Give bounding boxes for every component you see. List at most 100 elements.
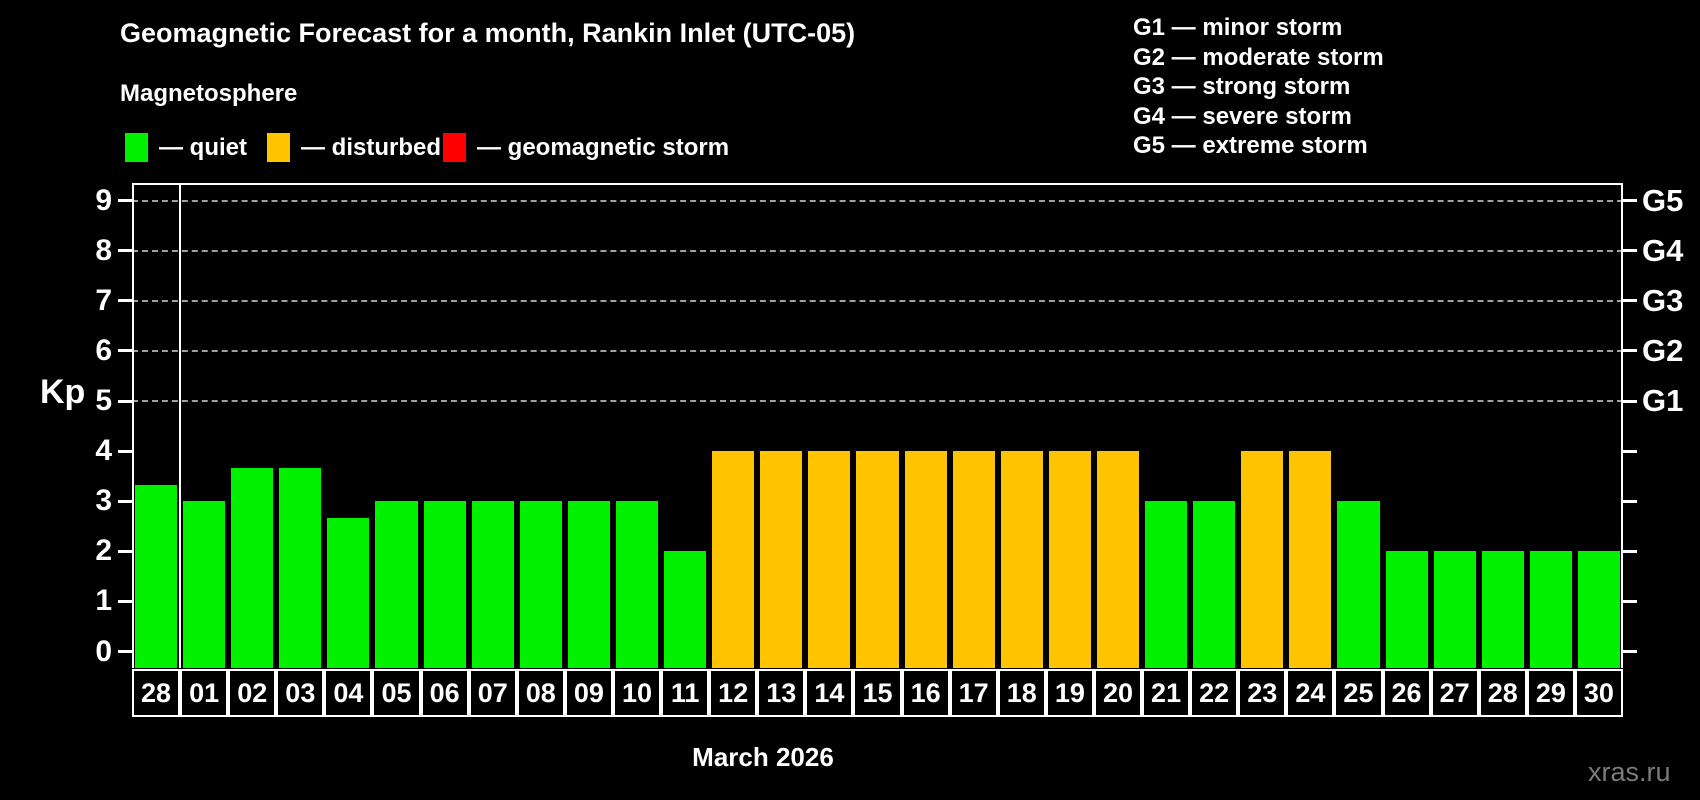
day-label-cell: 13 [757,669,806,717]
watermark: xras.ru [1588,757,1671,787]
day-label-cell: 29 [1526,669,1575,717]
y-tick-right [1623,599,1637,603]
y-tick-right [1623,249,1637,253]
y-tick-left [118,399,132,403]
bar-day-09 [567,501,610,668]
bar-day-02 [231,467,274,668]
g-legend-item: G1 — minor storm [1133,14,1343,41]
bar-day-17 [952,451,995,668]
day-label-cell: 12 [709,669,758,717]
bar-day-24 [1289,451,1332,668]
y-tick-left [118,299,132,303]
y-tick-left [118,349,132,353]
day-label-cell: 10 [612,669,662,717]
day-label-cell: 25 [1334,669,1383,717]
y-tick-label: 3 [95,484,112,518]
day-label-cell: 06 [420,669,469,717]
plot-border-right [1621,183,1623,668]
bar-day-11 [664,551,707,668]
legend-label: — disturbed [301,133,442,161]
y-tick-label: 0 [95,634,112,668]
bar-day-27 [1433,551,1476,668]
y-tick-left [118,499,132,503]
y-tick-right [1623,449,1637,453]
day-label-cell: 26 [1382,669,1431,717]
bar-day-16 [904,451,947,668]
day-label-cell: 01 [180,669,229,717]
gridline-kp8 [132,249,1623,252]
y-tick-label: 9 [95,183,112,217]
y-tick-label: 5 [95,384,112,417]
bar-day-26 [1385,551,1428,668]
y-tick-label: 6 [95,333,112,367]
bar-day-06 [423,501,466,668]
bar-day-15 [856,451,899,668]
bar-day-07 [471,501,514,668]
gridline-kp9 [132,199,1623,202]
bar-day-28 [135,484,178,668]
g-label-g1: G1 [1642,383,1684,418]
day-label-cell: 03 [276,669,325,717]
day-label-cell: 20 [1093,669,1143,717]
magnetosphere-label: Magnetosphere [120,80,298,107]
day-label-cell: 09 [564,669,613,717]
legend-label: — geomagnetic storm [477,133,730,161]
legend-label: — quiet [159,133,247,161]
y-tick-label: 8 [95,233,112,267]
bar-day-13 [760,451,803,668]
bar-day-22 [1193,501,1236,668]
bar-day-30 [1577,551,1620,668]
bar-day-20 [1096,451,1140,668]
g-label-g3: G3 [1642,282,1684,318]
bar-day-05 [375,501,418,668]
y-tick-right [1623,549,1637,553]
legend-item-disturbed: — disturbed [267,133,441,162]
day-label-cell: 18 [997,669,1046,717]
bar-day-12 [712,451,755,668]
day-label-cell: 30 [1574,669,1623,717]
bar-day-01 [183,501,226,668]
chart-title: Geomagnetic Forecast for a month, Rankin… [120,18,856,48]
y-tick-right [1623,650,1637,653]
g-label-g2: G2 [1642,332,1684,368]
g-legend-item: G4 — severe storm [1133,102,1352,130]
month-separator-line [179,183,182,668]
y-tick-right [1623,499,1637,503]
day-label-cell: 02 [228,669,277,717]
day-label-cell: 15 [853,669,902,717]
y-tick-right [1623,199,1637,203]
gridline-kp6 [132,349,1623,352]
gridline-kp7 [132,299,1623,302]
y-tick-right [1623,299,1637,303]
y-tick-right [1623,399,1637,403]
day-label-cell: 07 [468,669,517,717]
bar-day-18 [1000,451,1043,668]
day-label-cell: 28 [1478,669,1527,717]
bar-day-08 [519,501,562,668]
g-legend-item: G5 — extreme storm [1133,132,1368,159]
legend-item-quiet: — quiet [125,133,247,162]
bar-day-19 [1048,451,1091,668]
day-label-cell: 08 [516,669,565,717]
y-tick-label: 7 [95,283,112,317]
bar-day-03 [279,467,322,668]
day-label-cell: 05 [372,669,421,717]
storm-color-swatch [443,133,466,162]
day-label-cell: 22 [1190,669,1239,717]
day-label-cell: 19 [1045,669,1094,717]
day-label-cell: 24 [1286,669,1335,717]
day-label-cell: 21 [1142,669,1191,717]
day-label-cell: 28 [132,669,181,717]
g-label-g5: G5 [1642,182,1684,218]
y-tick-left [118,599,132,603]
bar-day-10 [615,501,659,668]
plot-border-left [132,183,134,668]
bar-day-25 [1337,501,1380,668]
g-legend-item: G3 — strong storm [1133,73,1351,100]
y-tick-label: 2 [95,534,112,568]
day-label-cell: 16 [901,669,950,717]
y-tick-left [118,549,132,553]
y-tick-left [118,650,132,653]
y-tick-left [118,199,132,203]
